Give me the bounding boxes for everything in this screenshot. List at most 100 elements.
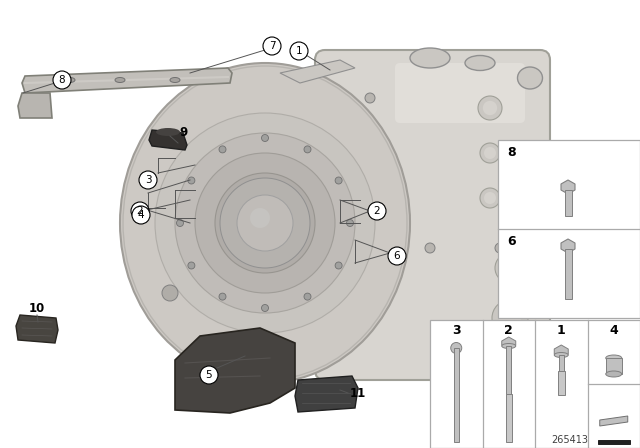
- Circle shape: [451, 343, 461, 353]
- Bar: [498, 140, 640, 318]
- Bar: [557, 371, 564, 395]
- Circle shape: [263, 37, 281, 55]
- Circle shape: [175, 133, 355, 313]
- Circle shape: [237, 195, 293, 251]
- Text: 6: 6: [508, 234, 516, 247]
- Bar: [564, 190, 572, 216]
- Circle shape: [480, 188, 500, 208]
- Ellipse shape: [605, 371, 621, 377]
- Polygon shape: [280, 60, 355, 83]
- Ellipse shape: [554, 353, 568, 358]
- Circle shape: [492, 300, 528, 336]
- Circle shape: [53, 71, 71, 89]
- Ellipse shape: [120, 63, 410, 383]
- Text: 11: 11: [350, 387, 366, 400]
- Circle shape: [483, 101, 497, 115]
- Ellipse shape: [410, 48, 450, 68]
- Circle shape: [365, 93, 375, 103]
- Text: 2: 2: [137, 206, 143, 216]
- Ellipse shape: [518, 67, 543, 89]
- Ellipse shape: [65, 78, 75, 82]
- Circle shape: [425, 243, 435, 253]
- Polygon shape: [175, 328, 295, 413]
- Text: 5: 5: [205, 370, 212, 380]
- Circle shape: [480, 143, 500, 163]
- Circle shape: [219, 146, 226, 153]
- Polygon shape: [295, 376, 358, 412]
- Circle shape: [346, 220, 353, 227]
- Ellipse shape: [156, 128, 180, 136]
- Circle shape: [501, 259, 519, 277]
- Bar: [559, 355, 564, 371]
- Circle shape: [177, 220, 184, 227]
- Circle shape: [188, 262, 195, 269]
- FancyBboxPatch shape: [395, 63, 525, 123]
- Bar: [506, 394, 512, 442]
- Circle shape: [478, 96, 502, 120]
- FancyBboxPatch shape: [315, 50, 550, 380]
- Circle shape: [262, 305, 269, 311]
- Text: 1: 1: [557, 323, 566, 336]
- Circle shape: [220, 178, 310, 268]
- Circle shape: [200, 366, 218, 384]
- Circle shape: [262, 134, 269, 142]
- Text: 3: 3: [145, 175, 151, 185]
- Bar: [506, 346, 511, 394]
- Polygon shape: [600, 416, 628, 426]
- Ellipse shape: [250, 208, 270, 228]
- Text: 3: 3: [452, 323, 461, 336]
- Circle shape: [215, 173, 315, 273]
- Text: 8: 8: [59, 75, 65, 85]
- Circle shape: [368, 202, 386, 220]
- Polygon shape: [561, 180, 575, 194]
- Circle shape: [495, 243, 505, 253]
- Circle shape: [290, 42, 308, 60]
- Polygon shape: [16, 315, 58, 343]
- Ellipse shape: [502, 344, 516, 349]
- Circle shape: [388, 247, 406, 265]
- Text: 8: 8: [508, 146, 516, 159]
- Circle shape: [484, 192, 496, 204]
- Bar: [430, 320, 640, 448]
- Circle shape: [304, 146, 311, 153]
- Circle shape: [499, 307, 521, 329]
- Text: 2: 2: [374, 206, 380, 216]
- Ellipse shape: [170, 78, 180, 82]
- Text: 7: 7: [269, 41, 275, 51]
- Circle shape: [188, 177, 195, 184]
- Circle shape: [335, 262, 342, 269]
- Bar: [454, 348, 459, 442]
- Polygon shape: [149, 130, 187, 150]
- Circle shape: [162, 285, 178, 301]
- Bar: [598, 440, 630, 444]
- Circle shape: [131, 202, 149, 220]
- Circle shape: [132, 206, 150, 224]
- Polygon shape: [22, 68, 232, 93]
- Circle shape: [235, 193, 295, 253]
- Bar: [564, 249, 572, 299]
- Polygon shape: [502, 337, 516, 349]
- Bar: [605, 358, 621, 374]
- Ellipse shape: [115, 78, 125, 82]
- Text: 265413: 265413: [552, 435, 589, 445]
- Circle shape: [195, 153, 335, 293]
- Circle shape: [484, 147, 496, 159]
- Polygon shape: [561, 239, 575, 253]
- Text: 4: 4: [138, 210, 144, 220]
- Polygon shape: [554, 345, 568, 358]
- Circle shape: [253, 211, 277, 235]
- Circle shape: [155, 113, 375, 333]
- Ellipse shape: [465, 56, 495, 70]
- Circle shape: [304, 293, 311, 300]
- Circle shape: [219, 293, 226, 300]
- Text: 6: 6: [394, 251, 400, 261]
- Text: 4: 4: [609, 323, 618, 336]
- Circle shape: [139, 171, 157, 189]
- Circle shape: [365, 193, 375, 203]
- Text: 10: 10: [29, 302, 45, 314]
- Circle shape: [335, 177, 342, 184]
- Text: 9: 9: [179, 125, 187, 138]
- Ellipse shape: [605, 355, 621, 361]
- Polygon shape: [18, 93, 52, 118]
- Circle shape: [495, 253, 525, 283]
